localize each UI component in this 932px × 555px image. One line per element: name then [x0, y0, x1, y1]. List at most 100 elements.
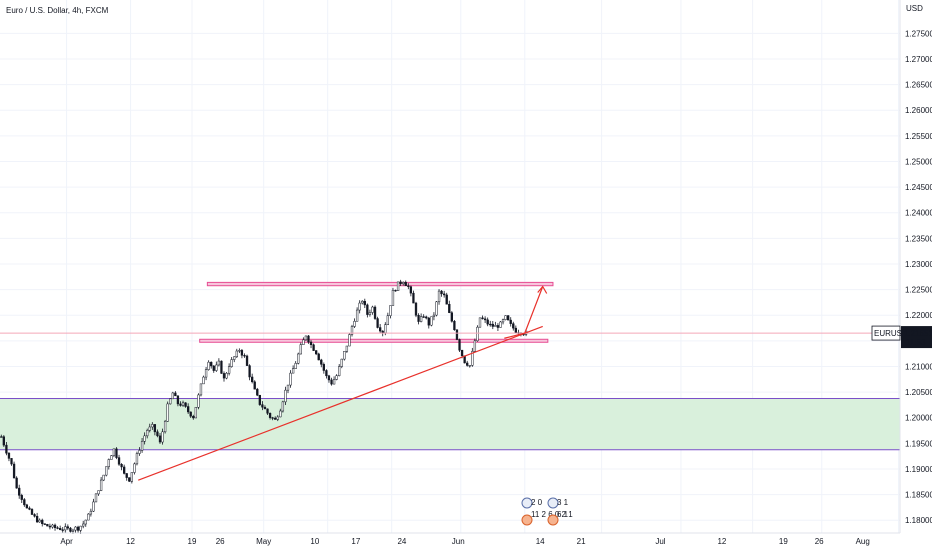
- candle-body: [297, 353, 300, 364]
- candle-body: [120, 464, 123, 468]
- candle-body: [466, 362, 469, 366]
- candle-body: [69, 527, 72, 532]
- candle-body: [194, 407, 197, 419]
- candle-body: [348, 334, 351, 347]
- candle-body: [107, 459, 110, 467]
- candle-body: [243, 355, 246, 357]
- candle-body: [115, 448, 118, 458]
- candle-body: [361, 300, 364, 304]
- flag-icon: [547, 497, 559, 509]
- candle-body: [97, 490, 100, 495]
- candle-body: [483, 318, 487, 321]
- candle-body: [174, 392, 177, 397]
- candle-body: [343, 351, 346, 360]
- support-zone-fill: [0, 398, 900, 450]
- candle-body: [28, 507, 31, 510]
- candle-body: [414, 302, 418, 316]
- candle-body: [494, 325, 497, 327]
- candle-body: [125, 473, 128, 478]
- candle-body: [432, 314, 436, 317]
- candle-body: [450, 312, 453, 322]
- candles: [0, 279, 528, 534]
- event-badge[interactable]: 2 0 11 2 6 0 2 1: [521, 497, 573, 526]
- candle-body: [169, 398, 172, 405]
- candle-body: [363, 300, 366, 306]
- candle-body: [499, 321, 502, 328]
- candle-body: [481, 317, 484, 320]
- candle-body: [412, 292, 415, 304]
- candle-body: [489, 323, 492, 326]
- candle-body: [207, 361, 210, 370]
- candle-body: [384, 324, 387, 334]
- candle-body: [105, 466, 108, 476]
- candle-body: [112, 448, 116, 456]
- candle-body: [353, 321, 356, 327]
- candle-body: [248, 365, 251, 378]
- candle-body: [233, 356, 236, 360]
- candle-body: [210, 361, 213, 367]
- candle-body: [294, 363, 297, 369]
- candle-body: [179, 403, 182, 406]
- candle-body: [74, 526, 77, 531]
- candle-body: [258, 394, 261, 405]
- candle-body: [440, 290, 443, 295]
- last-price-value: 1.21651: [904, 329, 932, 338]
- symbol-price-tag[interactable]: [871, 325, 901, 341]
- candle-body: [192, 415, 195, 419]
- candle-body: [509, 319, 512, 324]
- candle-body: [153, 424, 157, 433]
- candle-body: [340, 358, 343, 367]
- candle-body: [148, 426, 151, 431]
- price-tick-label: 1.27000: [905, 55, 932, 64]
- time-tick-label: 21: [577, 537, 586, 546]
- candle-body: [10, 458, 13, 465]
- candle-body: [117, 457, 121, 465]
- candle-body: [110, 455, 113, 460]
- candle-body: [133, 463, 136, 473]
- time-axis[interactable]: Apr 12 19 26 May 10 17 24 Jun 14 21 Jul 12 19 26 Aug: [0, 532, 900, 546]
- candle-body: [302, 339, 305, 345]
- candle-body: [138, 450, 141, 454]
- event-badges[interactable]: 2 011 2 6 0 2 13 16 1: [521, 497, 573, 526]
- candle-body: [325, 370, 328, 377]
- support-zone: [0, 397, 900, 451]
- candle-body: [396, 281, 400, 292]
- candle-body: [171, 392, 174, 400]
- price-axis[interactable]: 1.18000 1.18500 1.19000 1.19500 1.20000 1.205…: [871, 0, 932, 533]
- arrow-head: [537, 285, 548, 294]
- candle-body: [256, 388, 259, 396]
- candle-body: [89, 510, 93, 515]
- price-tick-label: 1.24500: [905, 183, 932, 192]
- candle-body: [222, 373, 226, 379]
- candle-body: [419, 316, 423, 322]
- candle-body: [76, 526, 80, 531]
- candle-body: [445, 294, 448, 305]
- candle-body: [43, 523, 46, 525]
- candle-body: [53, 524, 57, 528]
- candle-body: [404, 282, 407, 287]
- time-tick-label: 26: [815, 537, 824, 546]
- candle-body: [335, 375, 338, 380]
- candle-body: [217, 360, 221, 366]
- candle-body: [330, 379, 333, 385]
- candle-body: [402, 282, 405, 285]
- candle-body: [181, 402, 185, 406]
- candle-body: [199, 383, 203, 396]
- time-tick-label: Jul: [655, 537, 665, 546]
- candle-body: [61, 529, 64, 531]
- candle-body: [320, 359, 323, 365]
- candle-body: [59, 528, 62, 530]
- last-price-tag[interactable]: [901, 326, 932, 349]
- candle-body: [30, 509, 34, 515]
- time-tick-label: 19: [188, 537, 197, 546]
- candle-body: [35, 515, 39, 523]
- projection-arrow: [504, 286, 544, 339]
- candle-body: [471, 351, 474, 366]
- candle-body: [355, 309, 359, 322]
- price-tick-label: 1.24000: [905, 209, 932, 218]
- event-badge[interactable]: 3 16 1: [547, 497, 569, 526]
- candle-body: [227, 366, 231, 374]
- price-tick-label: 1.23500: [905, 234, 932, 243]
